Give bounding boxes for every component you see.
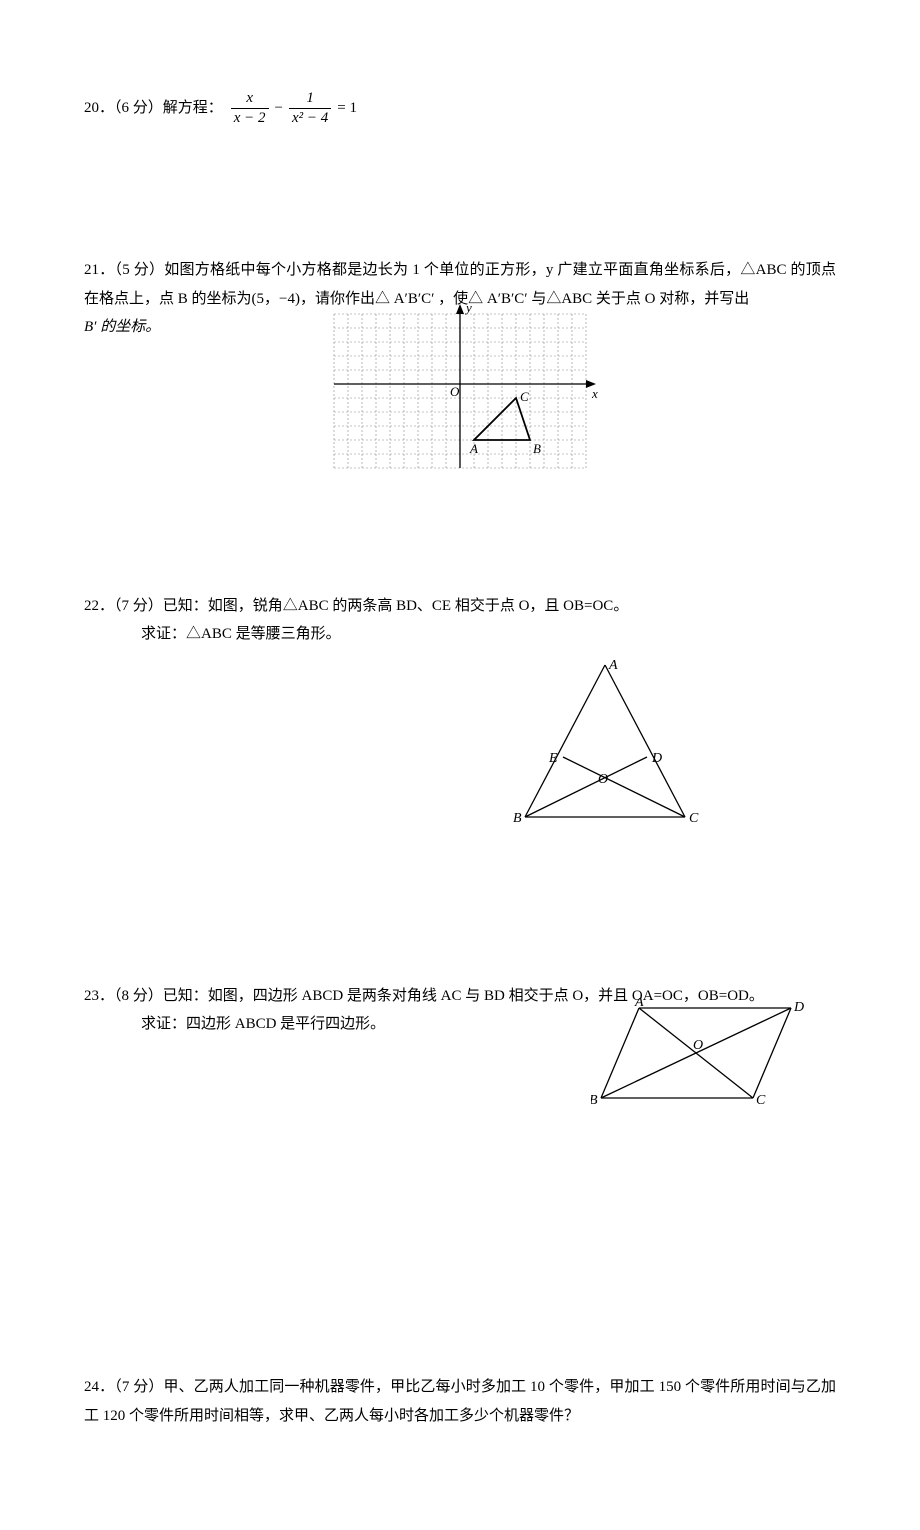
frac2-num: 1 xyxy=(289,90,331,109)
q22-line2: 求证：△ABC 是等腰三角形。 xyxy=(84,620,836,649)
svg-text:D: D xyxy=(651,751,662,766)
svg-text:C: C xyxy=(689,811,699,826)
svg-text:O: O xyxy=(598,772,608,787)
frac2-den: x² − 4 xyxy=(289,109,331,127)
q20-prefix: 20．（6 分）解方程： xyxy=(84,94,223,123)
problem-24: 24．（7 分）甲、乙两人加工同一种机器零件，甲比乙每小时多加工 10 个零件，… xyxy=(84,1373,836,1430)
svg-text:B: B xyxy=(513,811,522,826)
q22-line1: 22．（7 分）已知：如图，锐角△ABC 的两条高 BD、CE 相交于点 O，且… xyxy=(84,592,836,621)
problem-23: 23．（8 分）已知：如图，四边形 ABCD 是两条对角线 AC 与 BD 相交… xyxy=(84,982,836,1114)
svg-text:O: O xyxy=(450,384,460,399)
minus-op: − xyxy=(271,94,287,123)
grid-svg: Ox y A B C xyxy=(320,302,600,482)
svg-text:B: B xyxy=(591,1093,598,1108)
parallelogram-figure: A D B C O xyxy=(591,998,806,1113)
frac1-num: x xyxy=(231,90,269,109)
svg-text:C: C xyxy=(520,389,529,404)
svg-text:A: A xyxy=(634,998,644,1010)
frac1-den: x − 2 xyxy=(231,109,269,127)
svg-text:y: y xyxy=(464,302,472,315)
parallelogram-svg: A D B C O xyxy=(591,998,806,1113)
q23-line2: 求证：四边形 ABCD 是平行四边形。 xyxy=(84,1010,591,1039)
problem-20: 20．（6 分）解方程： x x − 2 − 1 x² − 4 = 1 xyxy=(84,90,836,126)
equation-line: 20．（6 分）解方程： x x − 2 − 1 x² − 4 = 1 xyxy=(84,90,836,126)
svg-text:C: C xyxy=(756,1093,766,1108)
svg-text:A: A xyxy=(608,658,618,673)
fraction-1: x x − 2 xyxy=(231,90,269,126)
svg-text:A: A xyxy=(469,441,478,456)
svg-text:x: x xyxy=(591,386,598,401)
svg-text:O: O xyxy=(693,1038,703,1053)
triangle-figure: A B C E D O xyxy=(374,657,836,832)
problem-22: 22．（7 分）已知：如图，锐角△ABC 的两条高 BD、CE 相交于点 O，且… xyxy=(84,592,836,832)
q24-line1: 24．（7 分）甲、乙两人加工同一种机器零件，甲比乙每小时多加工 10 个零件，… xyxy=(84,1373,836,1430)
problem-21: 21．（5 分）如图方格纸中每个小方格都是边长为 1 个单位的正方形，y 广建立… xyxy=(84,256,836,482)
fraction-2: 1 x² − 4 xyxy=(289,90,331,126)
equals-op: = 1 xyxy=(333,94,361,123)
triangle-svg: A B C E D O xyxy=(505,657,705,832)
svg-text:E: E xyxy=(548,751,558,766)
svg-text:B: B xyxy=(533,441,541,456)
grid-figure: Ox y A B C xyxy=(84,302,836,482)
svg-text:D: D xyxy=(793,1000,804,1015)
